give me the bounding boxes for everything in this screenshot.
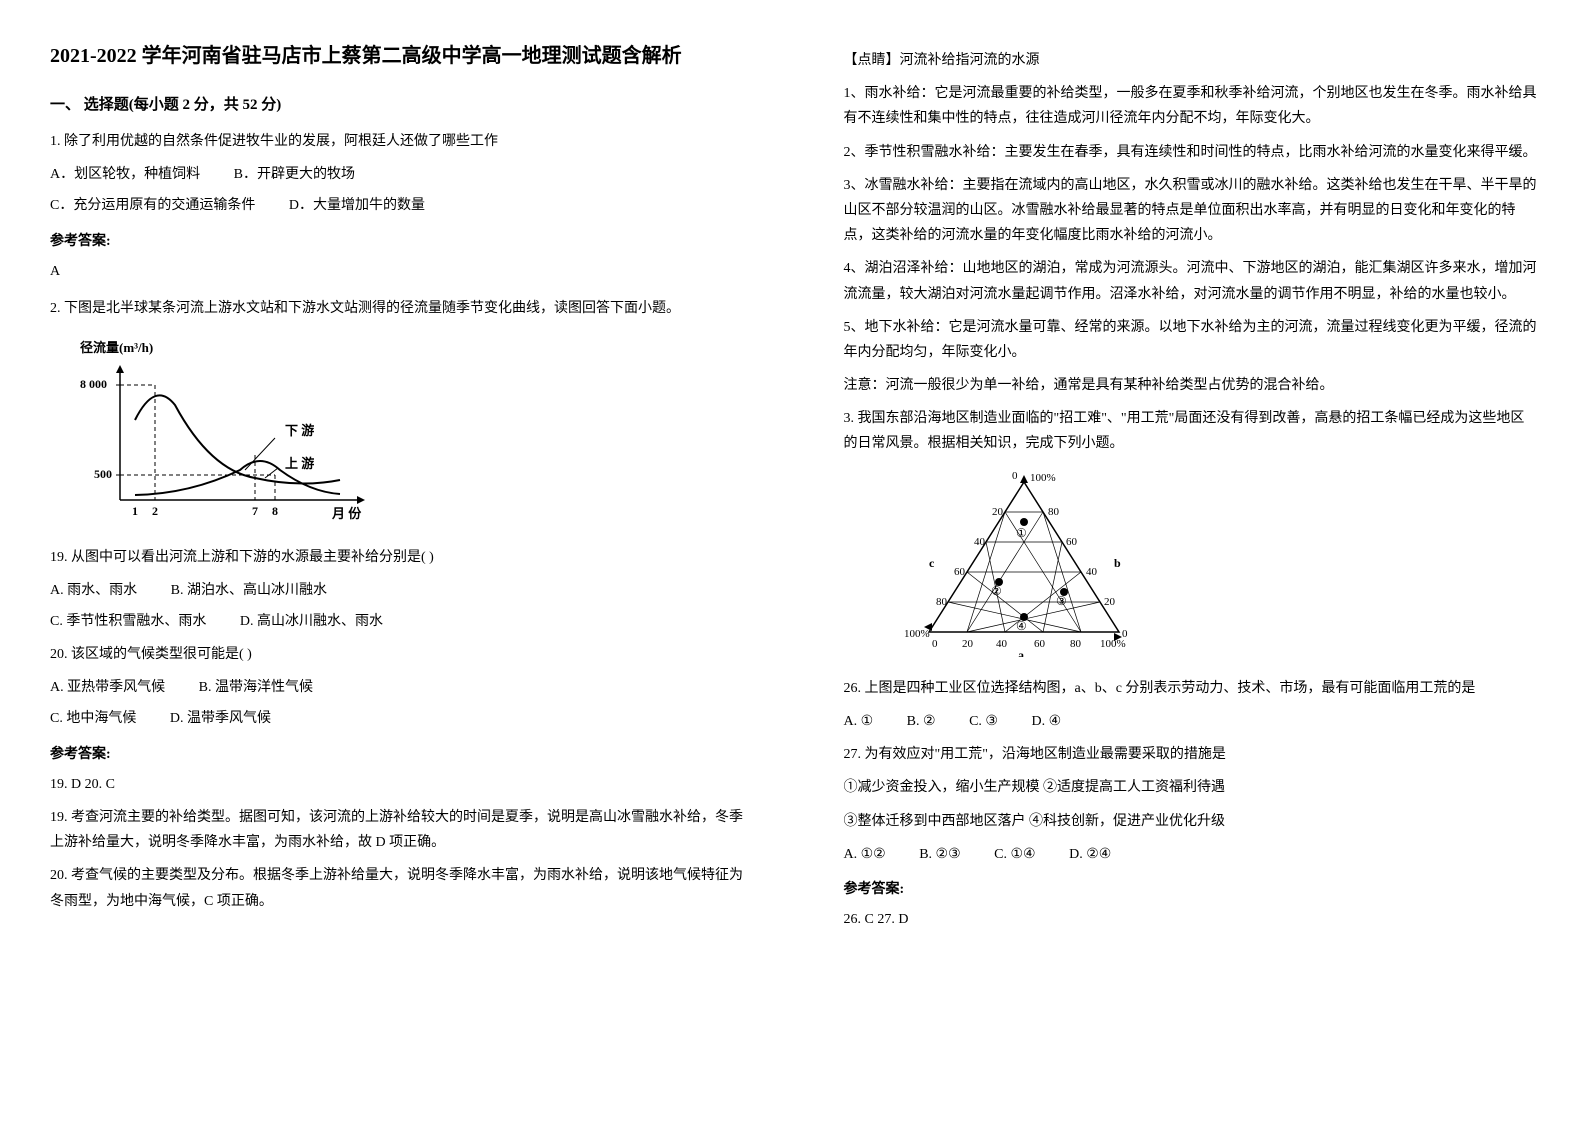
ytick-500: 500 — [94, 467, 112, 481]
q2-stem: 2. 下图是北半球某条河流上游水文站和下游水文站测得的径流量随季节变化曲线，读图… — [50, 296, 744, 321]
q2-20-d: D. 温带季风气候 — [170, 706, 271, 731]
q2-answer-label: 参考答案: — [50, 742, 744, 767]
svg-text:20: 20 — [992, 506, 1004, 518]
q2-19-a: A. 雨水、雨水 — [50, 578, 137, 603]
svg-text:0: 0 — [932, 638, 938, 650]
page-title: 2021-2022 学年河南省驻马店市上蔡第二高级中学高一地理测试题含解析 — [50, 40, 744, 72]
svg-text:60: 60 — [1066, 536, 1078, 548]
q2-19-c: C. 季节性积雪融水、雨水 — [50, 609, 206, 634]
svg-text:20: 20 — [962, 638, 974, 650]
q3-answer-label: 参考答案: — [844, 877, 1538, 902]
q1-opt-d: D．大量增加牛的数量 — [289, 193, 425, 218]
hint-p4: 4、湖泊沼泽补给：山地地区的湖泊，常成为河流源头。河流中、下游地区的湖泊，能汇集… — [844, 256, 1538, 306]
svg-text:40: 40 — [1086, 566, 1098, 578]
q1-answer: A — [50, 259, 744, 284]
triangle-svg: 0 100% 20 40 60 80 100% 80 60 40 20 0 0 … — [904, 467, 1144, 657]
hint-p2: 2、季节性积雪融水补给：主要发生在春季，具有连续性和时间性的特点，比雨水补给河流… — [844, 140, 1538, 165]
q3-sub27: 27. 为有效应对"用工荒"，沿海地区制造业最需要采取的措施是 — [844, 742, 1538, 767]
q2-analysis-20: 20. 考查气候的主要类型及分布。根据冬季上游补给量大，说明冬季降水丰富，为雨水… — [50, 863, 744, 913]
xtick-7: 7 — [252, 504, 258, 518]
chart-ylabel: 径流量(m³/h) — [80, 336, 744, 359]
q2-answer: 19. D 20. C — [50, 772, 744, 797]
svg-text:60: 60 — [1034, 638, 1046, 650]
svg-text:80: 80 — [936, 596, 948, 608]
svg-text:60: 60 — [954, 566, 966, 578]
q3-26-d: D. ④ — [1031, 709, 1061, 734]
svg-text:100%: 100% — [1030, 472, 1056, 484]
q3-27-line1: ①减少资金投入，缩小生产规模 ②适度提高工人工资福利待遇 — [844, 775, 1538, 800]
hint-p5: 5、地下水补给：它是河流水量可靠、经常的来源。以地下水补给为主的河流，流量过程线… — [844, 315, 1538, 365]
triangle-chart: 0 100% 20 40 60 80 100% 80 60 40 20 0 0 … — [904, 467, 1538, 666]
q3-27-line2: ③整体迁移到中西部地区落户 ④科技创新，促进产业优化升级 — [844, 809, 1538, 834]
q1-stem: 1. 除了利用优越的自然条件促进牧牛业的发展，阿根廷人还做了哪些工作 — [50, 129, 744, 154]
q3-stem: 3. 我国东部沿海地区制造业面临的"招工难"、"用工荒"局面还没有得到改善，高悬… — [844, 406, 1538, 456]
q2-19-d: D. 高山冰川融水、雨水 — [240, 609, 383, 634]
q2-20-a: A. 亚热带季风气候 — [50, 675, 165, 700]
q3-26-a: A. ① — [844, 709, 874, 734]
q3-27-d: D. ②④ — [1069, 842, 1111, 867]
svg-text:40: 40 — [996, 638, 1008, 650]
q2-analysis-19: 19. 考查河流主要的补给类型。据图可知，该河流的上游补给较大的时间是夏季，说明… — [50, 805, 744, 855]
question-1: 1. 除了利用优越的自然条件促进牧牛业的发展，阿根廷人还做了哪些工作 A．划区轮… — [50, 129, 744, 284]
q3-27-b: B. ②③ — [919, 842, 960, 867]
chart-label-downstream: 下 游 — [285, 423, 314, 438]
right-column: 【点睛】河流补给指河流的水源 1、雨水补给：它是河流最重要的补给类型，一般多在夏… — [794, 0, 1587, 1122]
svg-text:40: 40 — [974, 536, 986, 548]
q3-26-b: B. ② — [907, 709, 936, 734]
q3-sub26: 26. 上图是四种工业区位选择结构图，a、b、c 分别表示劳动力、技术、市场，最… — [844, 676, 1538, 701]
q3-27-c: C. ①④ — [994, 842, 1035, 867]
svg-text:100%: 100% — [904, 628, 930, 640]
xtick-8: 8 — [272, 504, 278, 518]
label-a: a — [1018, 648, 1024, 657]
hint-p1: 1、雨水补给：它是河流最重要的补给类型，一般多在夏季和秋季补给河流，个别地区也发… — [844, 81, 1538, 131]
svg-text:80: 80 — [1070, 638, 1082, 650]
chart-label-upstream: 上 游 — [285, 456, 314, 471]
label-b: b — [1114, 556, 1121, 570]
hint-p3: 3、冰雪融水补给：主要指在流域内的高山地区，水久积雪或冰川的融水补给。这类补给也… — [844, 173, 1538, 249]
svg-text:100%: 100% — [1100, 638, 1126, 650]
q1-opt-c: C．充分运用原有的交通运输条件 — [50, 193, 255, 218]
q3-26-c: C. ③ — [969, 709, 998, 734]
label-c: c — [929, 556, 935, 570]
q1-opt-a: A．划区轮牧，种植饲料 — [50, 162, 200, 187]
chart-xlabel: 月 份 — [331, 506, 362, 521]
q1-opt-b: B．开辟更大的牧场 — [234, 162, 355, 187]
chart-svg: 8 000 500 下 游 上 游 1 — [80, 360, 380, 530]
q2-sub20: 20. 该区域的气候类型很可能是( ) — [50, 642, 744, 667]
left-column: 2021-2022 学年河南省驻马店市上蔡第二高级中学高一地理测试题含解析 一、… — [0, 0, 794, 1122]
xtick-1: 1 — [132, 504, 138, 518]
hint-note: 注意：河流一般很少为单一补给，通常是具有某种补给类型占优势的混合补给。 — [844, 373, 1538, 398]
node-4: ④ — [1016, 619, 1027, 633]
node-3: ③ — [1056, 594, 1067, 608]
svg-text:20: 20 — [1104, 596, 1116, 608]
question-2: 2. 下图是北半球某条河流上游水文站和下游水文站测得的径流量随季节变化曲线，读图… — [50, 296, 744, 914]
q2-20-c: C. 地中海气候 — [50, 706, 136, 731]
q3-27-a: A. ①② — [844, 842, 886, 867]
runoff-chart: 径流量(m³/h) 8 000 500 — [80, 336, 744, 529]
q3-answer: 26. C 27. D — [844, 907, 1538, 932]
node-2: ② — [991, 584, 1002, 598]
svg-text:0: 0 — [1012, 470, 1018, 482]
q1-answer-label: 参考答案: — [50, 229, 744, 254]
xtick-2: 2 — [152, 504, 158, 518]
node-1: ① — [1016, 526, 1027, 540]
q2-19-b: B. 湖泊水、高山冰川融水 — [171, 578, 327, 603]
section-header: 一、 选择题(每小题 2 分，共 52 分) — [50, 92, 744, 119]
q2-20-b: B. 温带海洋性气候 — [199, 675, 313, 700]
hint-header: 【点睛】河流补给指河流的水源 — [844, 48, 1538, 73]
question-3: 3. 我国东部沿海地区制造业面临的"招工难"、"用工荒"局面还没有得到改善，高悬… — [844, 406, 1538, 932]
ytick-8000: 8 000 — [80, 377, 107, 391]
q2-sub19: 19. 从图中可以看出河流上游和下游的水源最主要补给分别是( ) — [50, 545, 744, 570]
svg-text:80: 80 — [1048, 506, 1060, 518]
